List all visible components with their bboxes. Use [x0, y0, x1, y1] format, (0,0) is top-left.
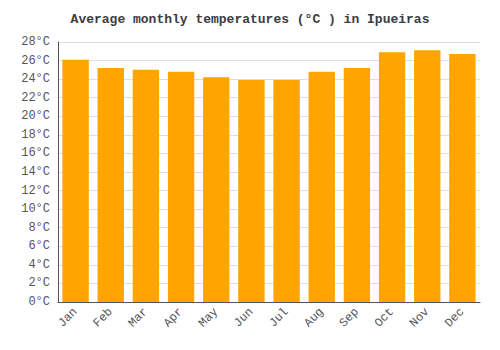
svg-text:Jan: Jan [55, 305, 80, 330]
svg-text:Feb: Feb [91, 305, 116, 330]
svg-text:Aug: Aug [302, 305, 327, 330]
svg-text:Jul: Jul [266, 305, 291, 330]
svg-text:8°C: 8°C [28, 221, 50, 235]
svg-text:28°C: 28°C [21, 35, 50, 49]
svg-text:Mar: Mar [126, 305, 151, 330]
svg-text:14°C: 14°C [21, 165, 50, 179]
svg-text:Dec: Dec [442, 305, 467, 330]
svg-text:20°C: 20°C [21, 109, 50, 123]
svg-text:22°C: 22°C [21, 91, 50, 105]
svg-text:4°C: 4°C [28, 258, 50, 272]
svg-text:18°C: 18°C [21, 128, 50, 142]
svg-text:Apr: Apr [161, 305, 186, 330]
svg-text:Average monthly temperatures (: Average monthly temperatures (°C ) in Ip… [71, 12, 430, 27]
svg-text:24°C: 24°C [21, 72, 50, 86]
svg-text:0°C: 0°C [28, 295, 50, 309]
svg-text:16°C: 16°C [21, 146, 50, 160]
svg-text:2°C: 2°C [28, 276, 50, 290]
svg-text:26°C: 26°C [21, 54, 50, 68]
svg-text:10°C: 10°C [21, 202, 50, 216]
svg-text:Jun: Jun [231, 305, 256, 330]
svg-text:May: May [196, 305, 221, 330]
svg-text:Sep: Sep [337, 305, 362, 330]
svg-text:Nov: Nov [407, 305, 432, 330]
svg-text:12°C: 12°C [21, 184, 50, 198]
svg-text:Oct: Oct [372, 305, 397, 330]
svg-text:6°C: 6°C [28, 239, 50, 253]
